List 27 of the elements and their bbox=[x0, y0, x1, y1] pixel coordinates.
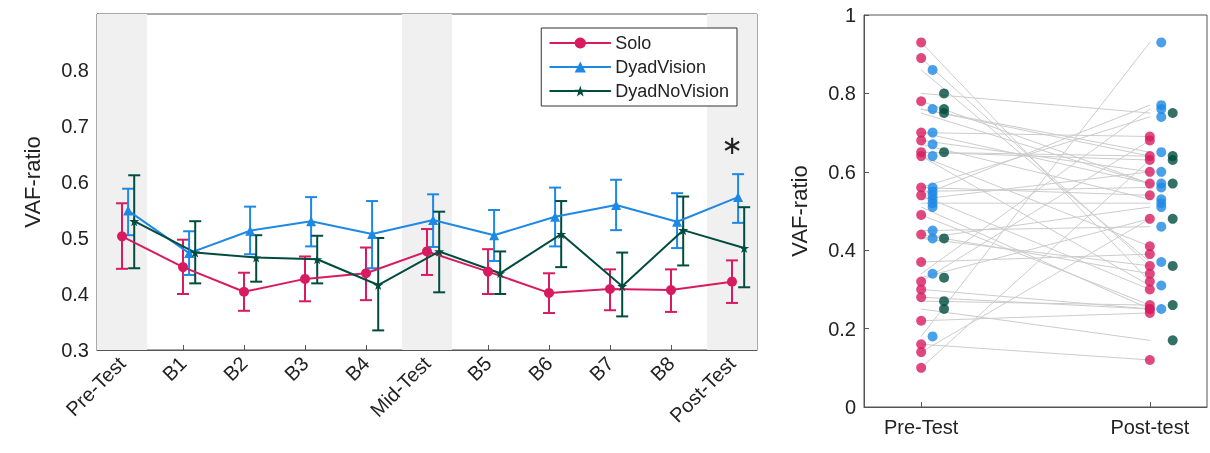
x-tick-label: B1 bbox=[157, 352, 191, 386]
x-tick-label: B6 bbox=[523, 352, 557, 386]
x-tick-label: B3 bbox=[279, 352, 313, 386]
y-tick-label: 0.8 bbox=[828, 82, 856, 105]
y-tick-label: 0.5 bbox=[61, 227, 89, 249]
x-tick-label: B7 bbox=[584, 352, 618, 386]
x-tick-label: Pre-Test bbox=[883, 416, 959, 438]
y-tick-label: 0.2 bbox=[828, 317, 856, 340]
x-tick-label: B4 bbox=[340, 352, 374, 386]
y-tick-label: 0.7 bbox=[61, 115, 89, 137]
y-axis-title: VAF-ratio bbox=[786, 165, 812, 257]
y-tick-label: 1 bbox=[844, 4, 856, 26]
x-tick-label: Post-test bbox=[1110, 416, 1190, 438]
legend-label: DyadVision bbox=[615, 57, 706, 77]
y-tick-label: 0.4 bbox=[61, 283, 89, 305]
legend-label: Solo bbox=[615, 33, 652, 53]
annotation: ∗ bbox=[721, 130, 744, 160]
x-tick-label: B2 bbox=[218, 352, 252, 386]
x-tick-label: B5 bbox=[462, 352, 496, 386]
legend-label: DyadNoVision bbox=[615, 81, 729, 101]
y-tick-label: 0.6 bbox=[61, 171, 89, 193]
y-tick-label: 0.4 bbox=[828, 239, 856, 262]
y-tick-label: 0.6 bbox=[828, 160, 856, 183]
y-axis-title: VAF-ratio bbox=[19, 136, 45, 228]
y-tick-label: 0.8 bbox=[61, 59, 89, 81]
y-tick-label: 0.3 bbox=[61, 339, 89, 361]
y-tick-label: 0 bbox=[844, 396, 856, 418]
